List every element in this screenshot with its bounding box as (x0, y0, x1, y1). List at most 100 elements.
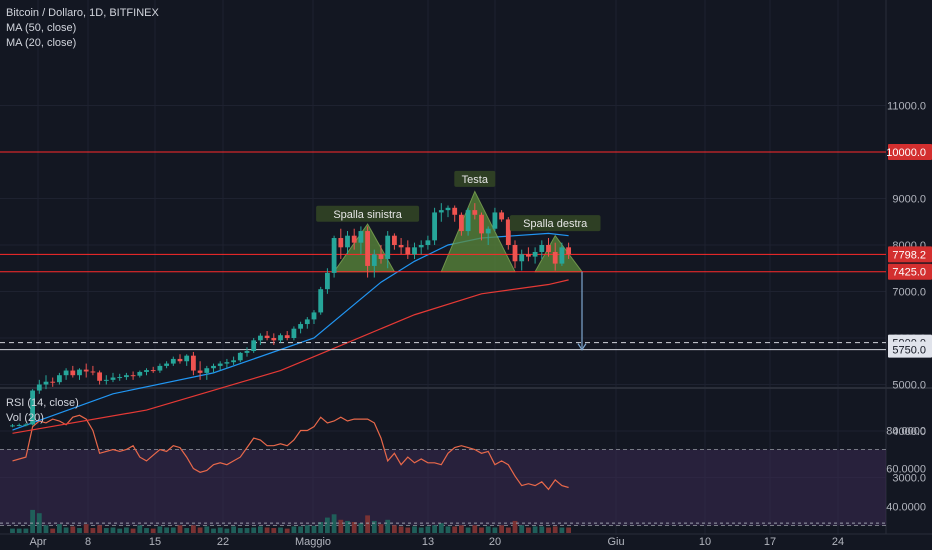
price-line-badge-text: 7798.2 (892, 249, 926, 261)
volume-bar (479, 527, 484, 533)
volume-bar (505, 527, 511, 533)
volume-bar (445, 526, 451, 533)
price-line-badge-text: 7425.0 (892, 267, 926, 279)
volume-bar (459, 525, 464, 533)
candle-body (351, 235, 357, 243)
volume-bar (338, 519, 344, 533)
volume-bar (36, 513, 42, 533)
candle-body (43, 381, 49, 385)
candle-body (325, 272, 330, 290)
candle-body (224, 362, 230, 364)
candle-body (552, 251, 558, 264)
candle-body (512, 245, 518, 262)
rsi-tick-label: 40.0000 (886, 502, 926, 514)
volume-bar (371, 520, 377, 533)
volume-bar (566, 527, 571, 533)
candle-body (345, 235, 350, 248)
grid (0, 0, 932, 535)
candle-body (526, 254, 531, 257)
time-tick-label: Maggio (295, 536, 331, 548)
volume-bar (197, 527, 203, 533)
candle-body (16, 424, 22, 426)
price-line-badge-text: 10000.0 (886, 147, 926, 159)
candle-body (291, 328, 297, 338)
price-line-badge (888, 144, 932, 160)
candle-body (191, 355, 196, 371)
candle-body (197, 370, 203, 373)
volume-bar (284, 528, 290, 533)
candle-body (83, 369, 89, 372)
candle-body (124, 375, 129, 378)
candle-body (392, 235, 397, 245)
volume-bar (559, 527, 565, 533)
candle-body (237, 352, 243, 361)
candle-body (365, 231, 370, 266)
candle-body (338, 238, 344, 248)
candle-body (459, 214, 464, 232)
ma20-legend[interactable]: MA (20, close) (6, 37, 77, 49)
time-tick-label: 24 (832, 536, 844, 548)
candle-body (298, 324, 303, 329)
candle-body (10, 425, 15, 427)
volume-bar (224, 528, 230, 533)
ma50-legend[interactable]: MA (50, close) (6, 22, 77, 34)
volume-bar (278, 527, 283, 533)
candle-body (304, 319, 310, 325)
candle-body (505, 219, 511, 245)
volume-legend[interactable]: Vol (20) (6, 412, 44, 424)
candle-body (566, 247, 571, 255)
candle-body (231, 360, 236, 363)
volume-bar (432, 525, 437, 533)
candle-body (23, 424, 29, 426)
candle-body (418, 245, 424, 248)
time-tick-label: Giu (607, 536, 624, 548)
price-axis[interactable]: 3000.04000.05000.06000.07000.08000.09000… (886, 101, 932, 514)
candle-body (271, 338, 277, 341)
candle-body (57, 375, 62, 383)
indicator-legend: RSI (14, close) Vol (20) (6, 396, 79, 426)
time-tick-label: 22 (217, 536, 229, 548)
head-and-shoulders-pattern (333, 190, 583, 273)
price-line-badge (888, 263, 932, 280)
volume-bar (103, 528, 109, 533)
volume-bar (184, 528, 190, 533)
candle-body (150, 370, 156, 372)
time-tick-label: 10 (699, 536, 711, 548)
horizontal-lines[interactable] (0, 151, 886, 351)
pattern-label-box (316, 205, 420, 222)
volume-bar (392, 525, 397, 533)
candle-body (130, 375, 136, 377)
candle-body (184, 355, 190, 362)
pattern-labels: Spalla sinistra Testa Spalla destra (316, 170, 601, 351)
candle-body (63, 370, 69, 376)
volume-bar (43, 525, 49, 533)
time-axis[interactable]: Apr 8 15 22 Maggio 13 20 Giu 10 17 24 (29, 536, 844, 548)
candle-body (70, 370, 76, 376)
candle-body (398, 245, 404, 248)
volume-bar (90, 528, 96, 533)
rsi-legend[interactable]: RSI (14, close) (6, 397, 79, 409)
candle-body (412, 247, 417, 255)
volume-bar (512, 520, 518, 533)
rsi-tick-label: 60.0000 (886, 464, 926, 476)
main-legend: Bitcoin / Dollaro, 1D, BITFINEX MA (50, … (6, 6, 159, 51)
volume-bar (412, 526, 417, 533)
symbol-title[interactable]: Bitcoin / Dollaro, 1D, BITFINEX (6, 7, 159, 19)
candles (10, 203, 571, 428)
time-tick-label: Apr (29, 536, 46, 548)
rsi-line (12, 414, 569, 491)
candle-body (318, 289, 324, 313)
candle-body (157, 365, 163, 371)
volume-bar (164, 527, 169, 533)
candle-body (217, 363, 223, 366)
price-tick-label: 3000.0 (892, 473, 926, 485)
volume-bar (144, 528, 149, 533)
candle-body (251, 340, 257, 352)
volume-bar (385, 519, 391, 533)
volume-bar (83, 524, 89, 533)
candle-body (432, 212, 437, 241)
volume-bar (231, 526, 236, 533)
volume-bar (57, 524, 62, 533)
time-tick-label: 20 (489, 536, 501, 548)
